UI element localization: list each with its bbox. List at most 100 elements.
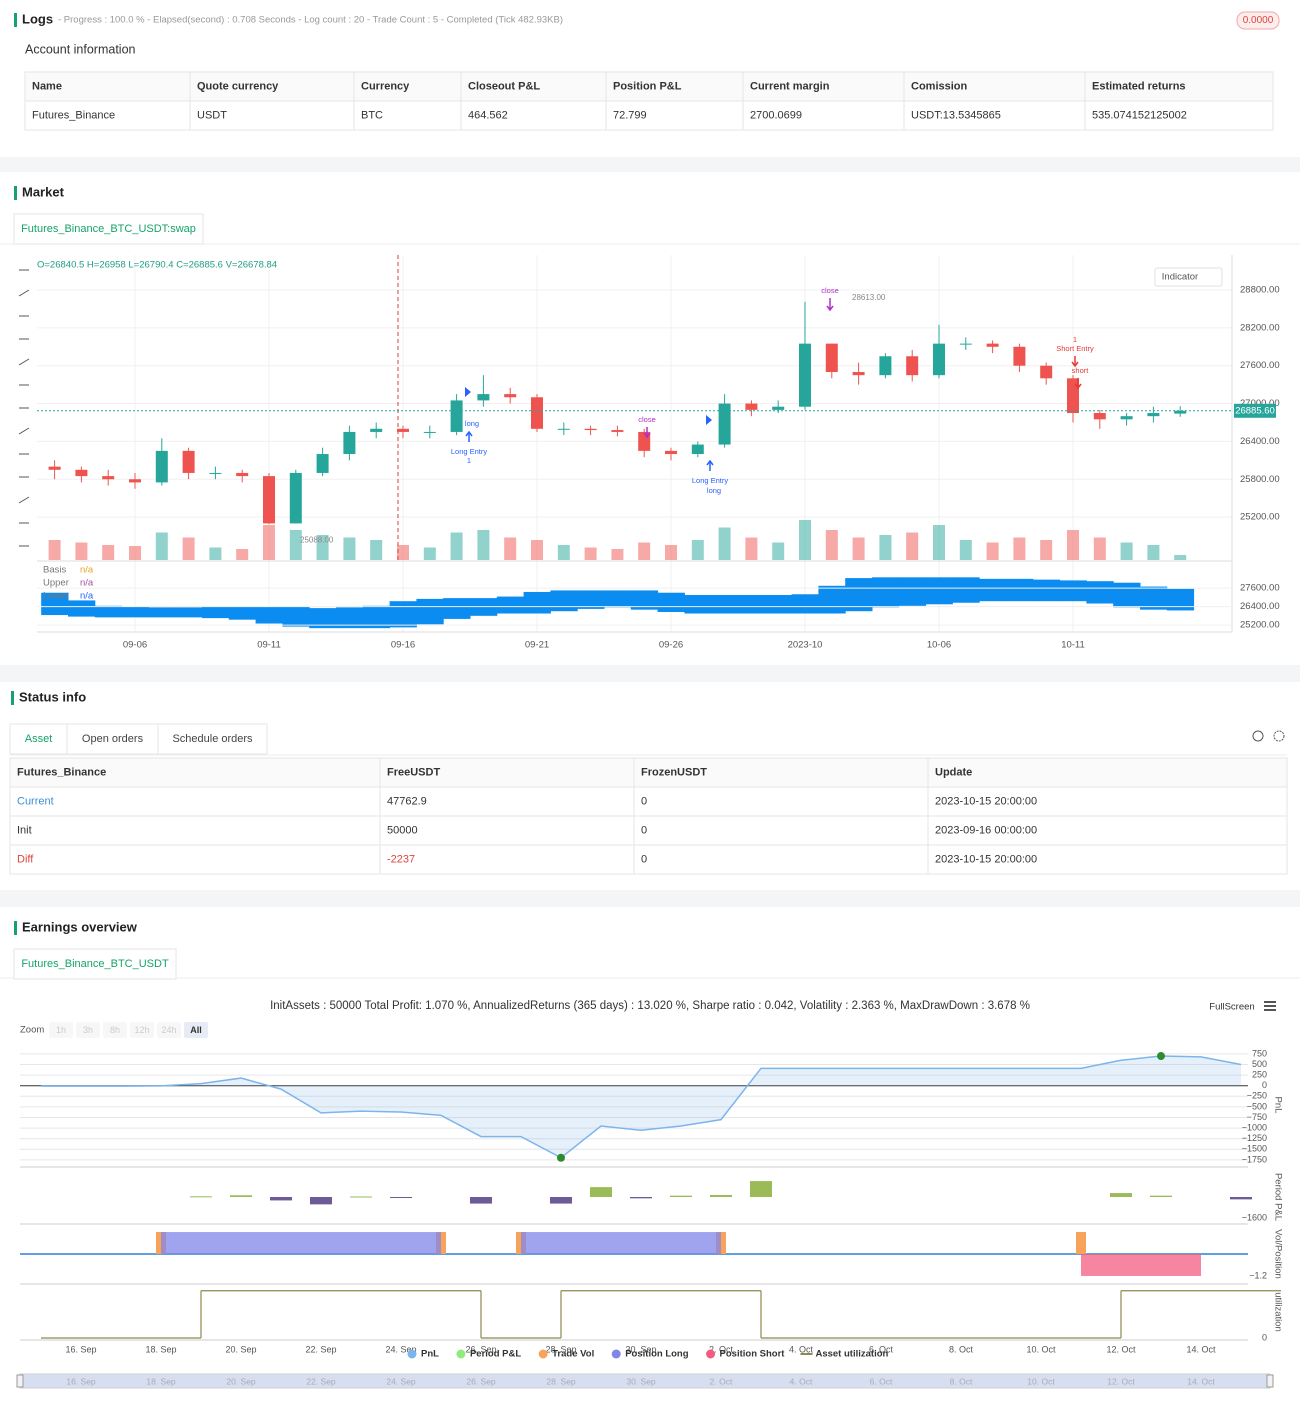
legend-label[interactable]: Position Short: [720, 1349, 786, 1360]
navigator-label: 2. Oct: [710, 1376, 733, 1386]
volume-bar: [423, 547, 436, 560]
band-fill: [41, 592, 69, 616]
cloud-icon[interactable]: [1252, 730, 1264, 742]
tab[interactable]: [9, 723, 68, 755]
tab-label[interactable]: Futures_Binance_BTC_USDT: [21, 958, 169, 970]
column: [670, 1195, 692, 1197]
volume-bar: [263, 525, 275, 560]
y-tick-label: −1.2: [1249, 1270, 1267, 1280]
candle-body: [236, 472, 249, 477]
x-tick-label: 12. Oct: [1106, 1344, 1136, 1354]
indicator-button-label[interactable]: Indicator: [1162, 272, 1198, 283]
candle-body: [557, 428, 570, 430]
candle-body: [772, 406, 785, 410]
y-tick-label: 26400.00: [1240, 436, 1280, 447]
column: [750, 1181, 772, 1197]
navigator-handle[interactable]: [1266, 1374, 1274, 1388]
volume-bar: [531, 540, 543, 560]
y-tick-label: 28200.00: [1240, 322, 1280, 333]
x-tick-label: 09-11: [257, 640, 281, 651]
tool-icon-stroke: [18, 427, 30, 435]
tab-label[interactable]: Futures_Binance_BTC_USDT:swap: [21, 223, 196, 235]
zoom-button-label[interactable]: 8h: [110, 1025, 120, 1035]
table-cell: Init: [17, 824, 32, 836]
legend-label[interactable]: Asset utilization: [815, 1349, 888, 1360]
tab[interactable]: [13, 213, 204, 245]
y-tick-label: −750: [1247, 1112, 1267, 1122]
navigator-label: 14. Oct: [1187, 1376, 1215, 1386]
zoom-button[interactable]: [157, 1022, 181, 1038]
candle-body: [799, 343, 811, 407]
settings-icon[interactable]: [1273, 730, 1285, 742]
x-tick-label: 09-16: [391, 640, 415, 651]
candle-body: [129, 479, 141, 483]
zoom-button[interactable]: [103, 1022, 127, 1038]
navigator-label: 10. Oct: [1027, 1376, 1055, 1386]
fullscreen-button[interactable]: FullScreen: [1209, 1002, 1254, 1013]
candle-body: [584, 428, 597, 431]
tab[interactable]: [157, 723, 268, 755]
column: [310, 1197, 332, 1205]
zoom-button[interactable]: [130, 1022, 154, 1038]
candle-body: [1093, 413, 1106, 420]
trade-annotation: Short Entry: [1056, 344, 1094, 353]
ohlc-text: O=26840.5 H=26958 L=26790.4 C=26885.6 V=…: [37, 260, 277, 271]
legend-label[interactable]: Position Long: [625, 1349, 689, 1360]
band-fill: [711, 595, 739, 614]
zoom-button-label[interactable]: All: [190, 1025, 202, 1035]
candle-body: [825, 343, 838, 373]
tab[interactable]: [13, 948, 177, 980]
x-tick-label: 30. Sep: [625, 1344, 656, 1354]
zoom-button-label[interactable]: 12h: [134, 1025, 149, 1035]
position-block: [281, 1232, 321, 1254]
volume-bar: [745, 537, 758, 560]
zoom-button[interactable]: [184, 1022, 208, 1038]
x-tick-label: 4. Oct: [789, 1344, 814, 1354]
legend-symbol: [706, 1349, 716, 1359]
volume-bar: [129, 546, 141, 560]
volume-bar: [933, 525, 945, 560]
position-block: [161, 1232, 201, 1254]
column: [550, 1197, 572, 1204]
indicator-button[interactable]: [1154, 267, 1223, 287]
band-fill: [845, 578, 873, 612]
tool-icon-stroke: [18, 496, 30, 504]
volume-bar: [879, 535, 892, 560]
volume-bar: [825, 530, 838, 560]
trade-annotation: 1: [1073, 335, 1077, 344]
candle-body: [263, 476, 275, 524]
table-cell: 0: [641, 824, 647, 836]
band-fill: [121, 606, 149, 618]
tab-label[interactable]: Asset: [25, 733, 53, 745]
band-fill: [416, 598, 444, 625]
volume-bar: [1120, 542, 1133, 560]
volume-bar: [638, 542, 651, 560]
navigator-handle[interactable]: [16, 1374, 24, 1388]
zoom-button-label[interactable]: 24h: [161, 1025, 176, 1035]
band-fill: [228, 606, 257, 620]
zoom-button-label[interactable]: 3h: [83, 1025, 93, 1035]
candle-body: [316, 454, 329, 473]
tab-label[interactable]: Schedule orders: [172, 733, 253, 745]
band-fill: [925, 577, 953, 605]
x-tick-label: 24. Sep: [385, 1344, 416, 1354]
zoom-button-label[interactable]: 1h: [56, 1025, 66, 1035]
zoom-button[interactable]: [76, 1022, 100, 1038]
position-block: [361, 1232, 401, 1254]
legend-label[interactable]: Trade Vol: [552, 1349, 594, 1360]
legend-label[interactable]: Period P&L: [470, 1349, 521, 1360]
legend-label[interactable]: PnL: [421, 1349, 439, 1360]
volume-bar: [1093, 537, 1106, 560]
tab-label[interactable]: Open orders: [82, 733, 144, 745]
candle-body: [155, 450, 168, 483]
section-accent: [14, 186, 17, 200]
zoom-label: Zoom: [20, 1025, 44, 1036]
candle-body: [450, 400, 463, 432]
table-header: Comission: [911, 80, 968, 92]
zoom-button[interactable]: [49, 1022, 73, 1038]
candle-body: [477, 394, 490, 401]
y-tick-label: 27000.00: [1240, 398, 1280, 409]
position-block: [641, 1232, 681, 1254]
volume-bar: [289, 530, 302, 560]
volume-bar: [450, 532, 463, 560]
